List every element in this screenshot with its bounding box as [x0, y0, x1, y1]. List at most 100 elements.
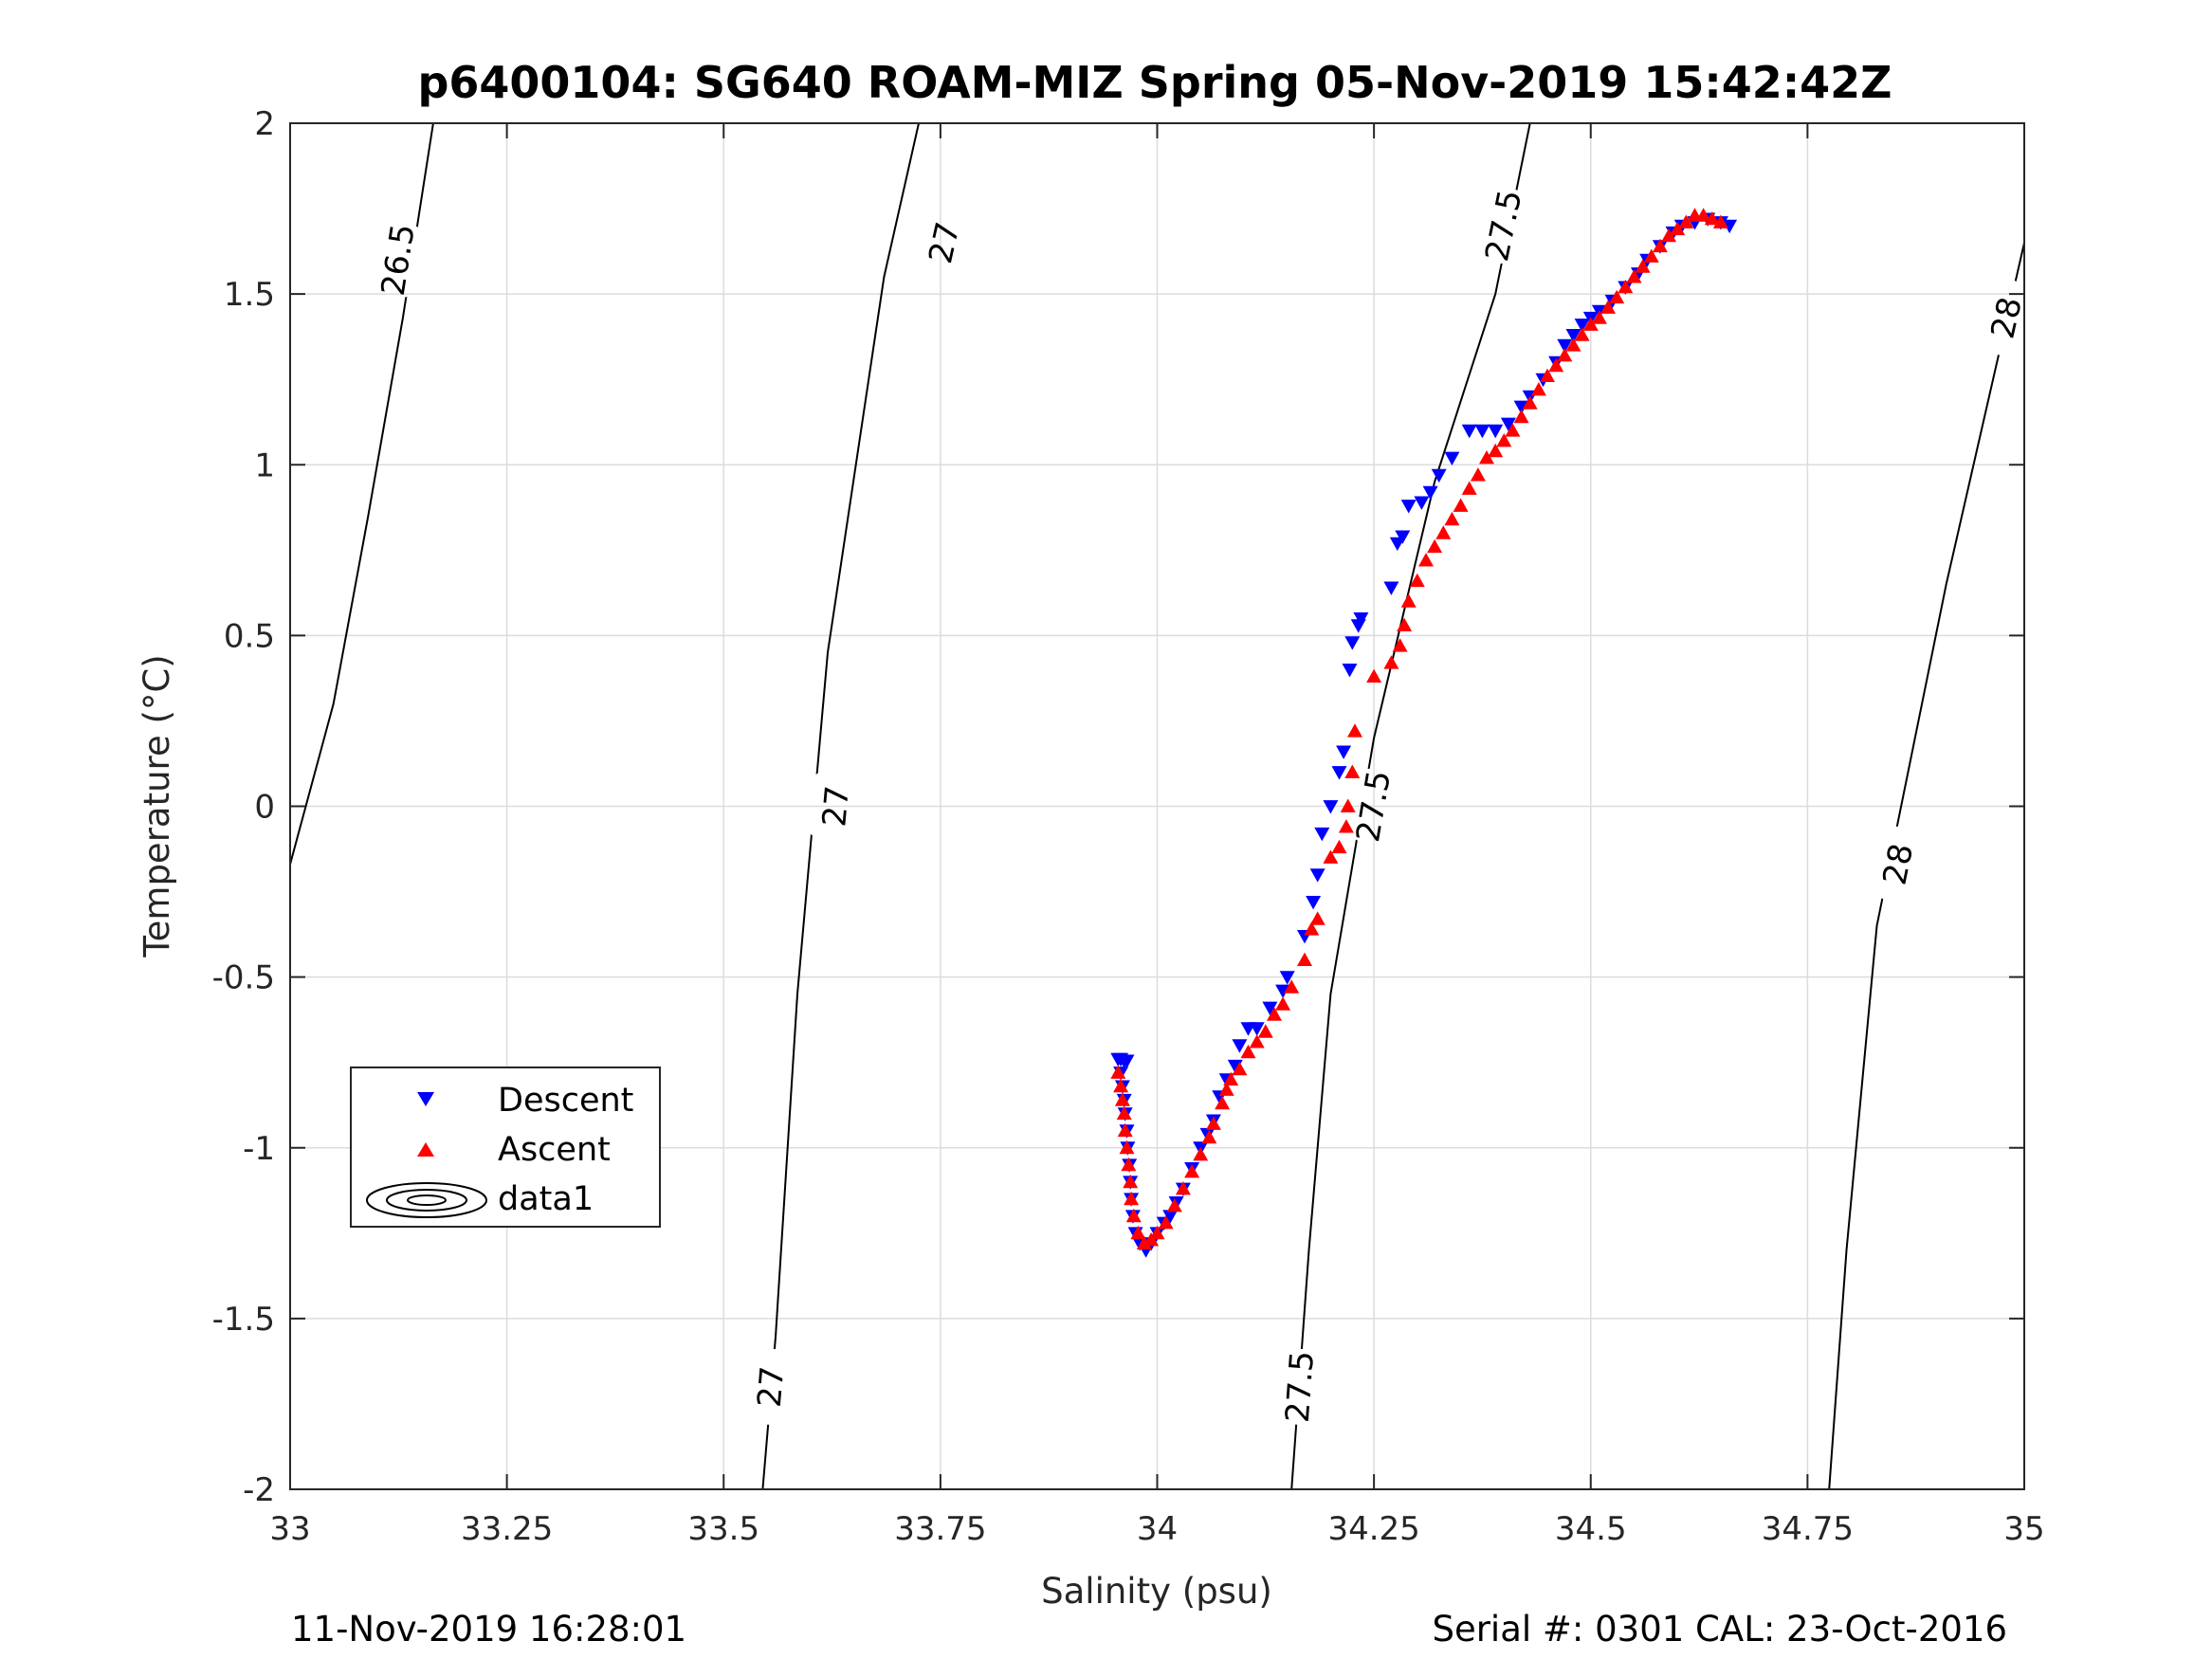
descent-point	[1306, 896, 1322, 910]
ascent-point	[1479, 450, 1494, 465]
ascent-point	[1522, 395, 1538, 410]
ascent-point	[1121, 1157, 1137, 1172]
ascent-point	[1418, 553, 1434, 567]
ascent-point	[1340, 798, 1356, 812]
ascent-point	[1338, 819, 1354, 833]
ascent-point	[1470, 467, 1486, 482]
legend-contour-icon	[366, 1182, 487, 1218]
ascent-point	[1114, 1092, 1130, 1106]
ascent-point	[1275, 996, 1291, 1011]
ascent-point	[1618, 279, 1634, 294]
ascent-point	[1284, 979, 1300, 994]
ascent-point	[1453, 498, 1469, 512]
ascent-point	[1323, 849, 1339, 864]
ascent-point	[1257, 1024, 1273, 1038]
x-tick-label: 34.75	[1762, 1510, 1854, 1548]
ascent-point	[1635, 259, 1651, 273]
y-tick-label: -0.5	[212, 959, 275, 997]
ascent-point	[1712, 214, 1728, 228]
contour-line-26.5	[289, 122, 434, 865]
y-tick-label: -1	[243, 1130, 275, 1168]
descent-point	[1461, 424, 1477, 439]
ascent-point	[1123, 1174, 1139, 1189]
ascent-point	[1223, 1071, 1239, 1086]
x-tick-label: 34	[1137, 1510, 1178, 1548]
footer-timestamp: 11-Nov-2019 16:28:01	[291, 1609, 686, 1650]
ascent-point	[1110, 1065, 1126, 1079]
axis-ticks: 33 33.25 33.5 33.75 34 34.25 34.5 34.75 35 2 1.5 1 0…	[212, 105, 2045, 1548]
descent-point	[1232, 1039, 1248, 1053]
y-tick-label: -1.5	[212, 1301, 275, 1339]
grid-lines	[289, 122, 2025, 1490]
contour-line-27	[761, 122, 920, 1490]
ascent-point	[1309, 911, 1325, 925]
ascent-point	[1113, 1078, 1129, 1093]
descent-point	[1557, 338, 1573, 354]
ascent-point	[1548, 357, 1564, 373]
ascent-point	[1444, 511, 1460, 526]
legend-descent-marker	[417, 1092, 434, 1106]
descent-point	[1400, 500, 1417, 514]
descent-point	[1383, 581, 1399, 595]
ascent-point	[1591, 310, 1607, 324]
ascent-point	[1427, 538, 1443, 554]
ascent-point	[1397, 617, 1413, 631]
descent-point	[1314, 827, 1330, 842]
ascent-point	[1193, 1147, 1209, 1161]
legend-data1-label: data1	[498, 1180, 594, 1218]
descent-point	[1275, 984, 1291, 998]
ascent-point	[1530, 382, 1546, 396]
ascent-point	[1643, 248, 1659, 263]
contour-line-28	[1828, 242, 2025, 1490]
descent-point	[1474, 424, 1490, 439]
legend: Descent Ascent data1	[350, 1066, 661, 1228]
ascent-point	[1125, 1208, 1142, 1223]
y-tick-label: 1.5	[224, 276, 275, 314]
ascent-point	[1331, 839, 1347, 854]
descent-point	[1431, 468, 1447, 483]
ascent-point	[1124, 1191, 1140, 1206]
ascent-point	[1461, 481, 1477, 495]
ascent-point	[1582, 317, 1599, 331]
ascent-point	[1232, 1061, 1248, 1076]
y-axis-label: Temperature (°C)	[137, 654, 177, 957]
x-tick-label: 33.5	[687, 1510, 759, 1548]
descent-point	[1395, 530, 1411, 544]
ascent-point	[1488, 443, 1504, 458]
y-tick-label: 2	[254, 105, 275, 143]
y-tick-label: 0	[254, 789, 275, 827]
y-tick-label: 1	[254, 447, 275, 484]
descent-point	[1119, 1054, 1135, 1068]
x-axis-label: Salinity (psu)	[1041, 1571, 1272, 1612]
legend-box	[350, 1066, 661, 1228]
y-tick-label: -2	[243, 1471, 275, 1509]
descent-point	[1574, 319, 1590, 333]
y-tick-label: 0.5	[224, 617, 275, 655]
ascent-point	[1149, 1225, 1165, 1240]
contour-label: 27.5	[1279, 1350, 1322, 1424]
ascent-point	[1240, 1044, 1256, 1059]
ascent-point	[1344, 764, 1361, 778]
ascent-point	[1540, 368, 1555, 382]
ascent-point	[1218, 1082, 1234, 1096]
ascent-point	[1435, 525, 1452, 539]
ascent-point	[1565, 337, 1581, 352]
x-tick-label: 34.5	[1555, 1510, 1627, 1548]
ascent-point	[1704, 210, 1720, 226]
legend-ascent-marker	[417, 1142, 434, 1157]
descent-point	[1488, 424, 1504, 439]
ascent-point	[1347, 723, 1362, 738]
ascent-point	[1366, 668, 1382, 683]
ascent-point	[1201, 1129, 1217, 1144]
ascent-point	[1215, 1095, 1231, 1110]
ascent-point	[1158, 1215, 1174, 1230]
descent-point	[1565, 329, 1581, 343]
descent-point	[1444, 451, 1460, 465]
ascent-point	[1267, 1007, 1282, 1021]
legend-descent-label: Descent	[498, 1082, 633, 1120]
contour-line-27.5	[1290, 122, 1531, 1490]
contour-label: 27	[922, 219, 968, 267]
ascent-point	[1600, 300, 1616, 314]
